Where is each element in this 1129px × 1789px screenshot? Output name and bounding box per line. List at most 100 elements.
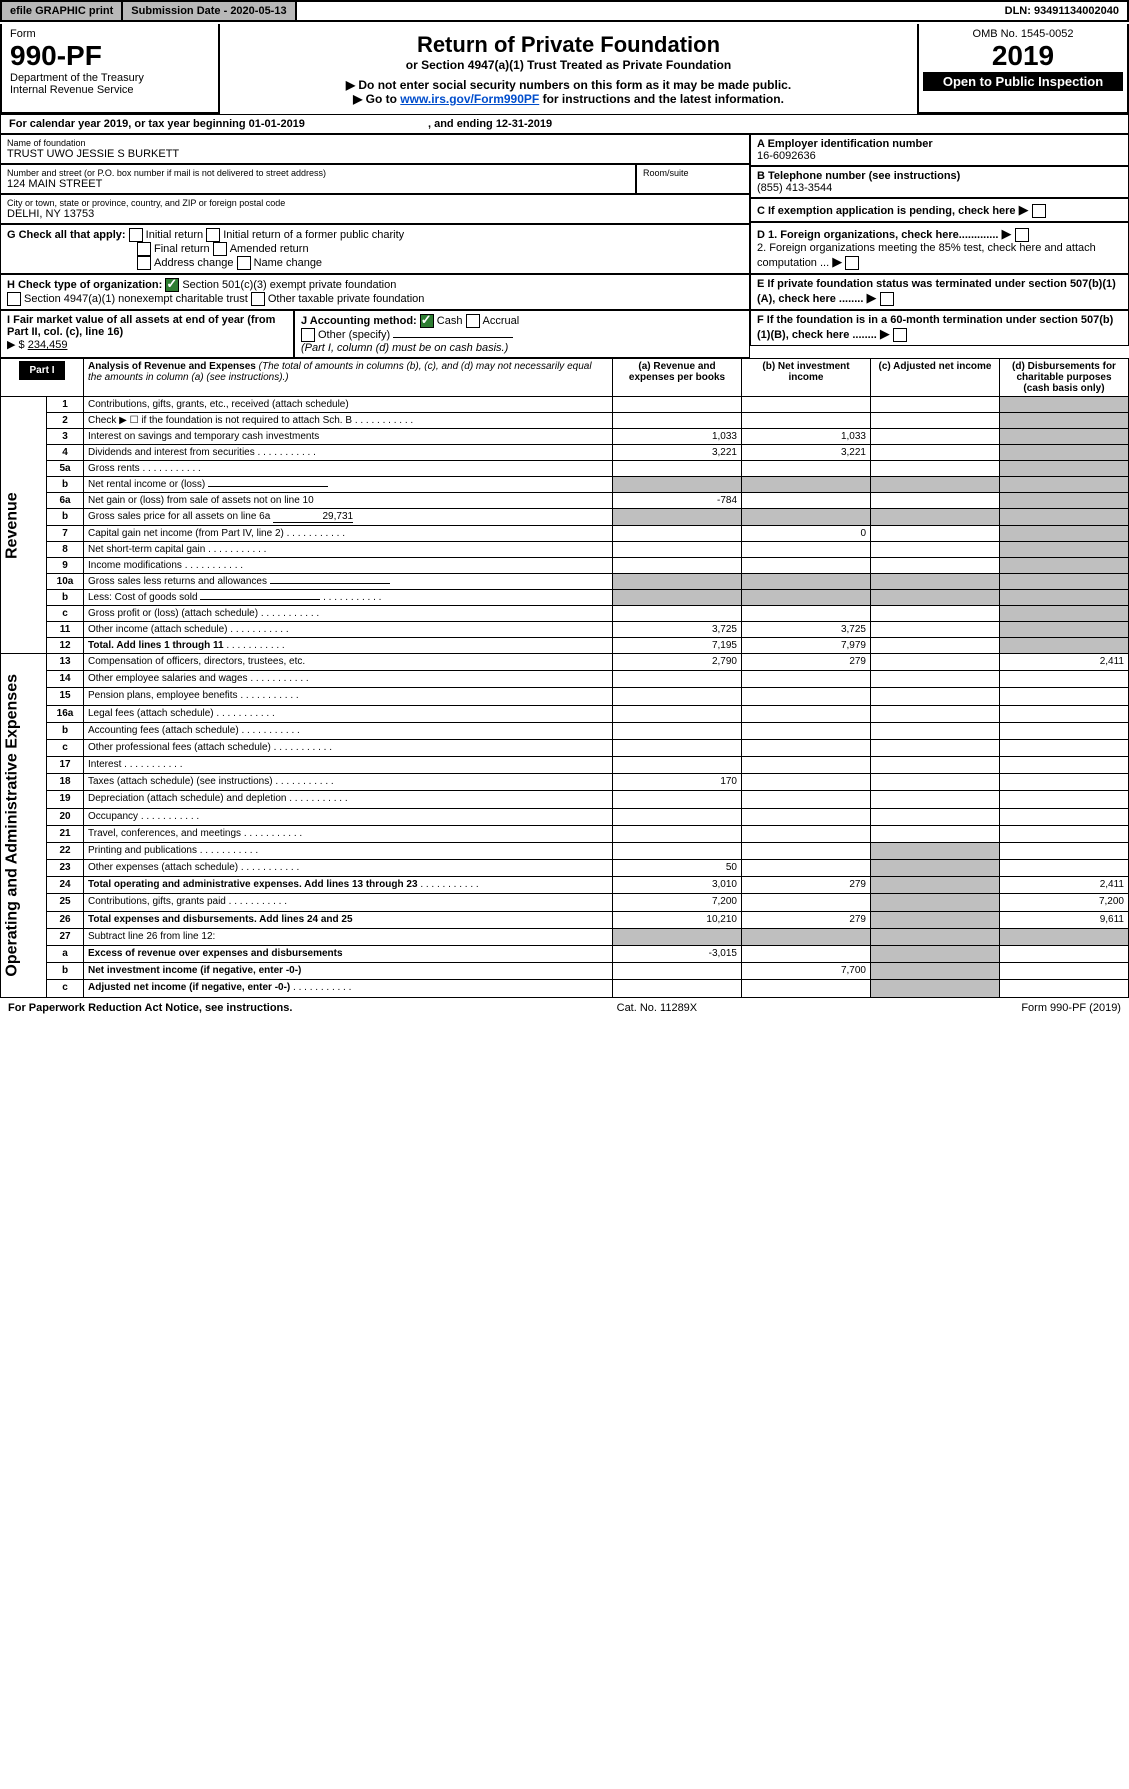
table-row: 19Depreciation (attach schedule) and dep… [1, 791, 1129, 808]
cell-b [742, 808, 871, 825]
part1-title: Analysis of Revenue and Expenses [88, 361, 256, 372]
table-row: 16aLegal fees (attach schedule) [1, 705, 1129, 722]
expenses-section-label: Operating and Administrative Expenses [1, 654, 47, 998]
cell-a [613, 791, 742, 808]
chk-other-taxable[interactable] [251, 292, 265, 306]
line-number: 11 [47, 622, 84, 638]
cell-a [613, 397, 742, 413]
cell-d [1000, 757, 1129, 774]
cell-c [871, 963, 1000, 980]
c-label: C If exemption application is pending, c… [757, 205, 1016, 217]
cell-d [1000, 526, 1129, 542]
table-row: Revenue1Contributions, gifts, grants, et… [1, 397, 1129, 413]
cell-d [1000, 705, 1129, 722]
line-desc: Depreciation (attach schedule) and deple… [84, 791, 613, 808]
cell-b [742, 980, 871, 997]
line-desc: Net rental income or (loss) [84, 477, 613, 493]
cell-c [871, 671, 1000, 688]
cell-b: 3,725 [742, 622, 871, 638]
h-501c3: Section 501(c)(3) exempt private foundat… [182, 279, 396, 291]
part1-badge: Part I [19, 361, 64, 380]
line-desc: Contributions, gifts, grants paid [84, 894, 613, 911]
chk-final[interactable] [137, 242, 151, 256]
chk-other-method[interactable] [301, 328, 315, 342]
cell-c [871, 606, 1000, 622]
cell-d [1000, 590, 1129, 606]
chk-4947[interactable] [7, 292, 21, 306]
cell-c [871, 894, 1000, 911]
g-name: Name change [254, 257, 323, 269]
line-desc: Other expenses (attach schedule) [84, 860, 613, 877]
cell-b [742, 461, 871, 477]
cell-d [1000, 542, 1129, 558]
line-number: a [47, 945, 84, 962]
i-label: I Fair market value of all assets at end… [7, 314, 275, 338]
cell-c [871, 477, 1000, 493]
cell-c [871, 688, 1000, 705]
j-cash: Cash [437, 315, 463, 327]
cell-d [1000, 808, 1129, 825]
line-desc: Capital gain net income (from Part IV, l… [84, 526, 613, 542]
line-number: c [47, 606, 84, 622]
chk-accrual[interactable] [466, 314, 480, 328]
line-desc: Gross sales less returns and allowances [84, 574, 613, 590]
cell-c [871, 413, 1000, 429]
table-row: 25Contributions, gifts, grants paid 7,20… [1, 894, 1129, 911]
line-desc: Net investment income (if negative, ente… [84, 963, 613, 980]
j-accrual: Accrual [483, 315, 520, 327]
line-number: b [47, 722, 84, 739]
chk-name-change[interactable] [237, 256, 251, 270]
line-desc: Gross rents [84, 461, 613, 477]
chk-initial-public[interactable] [206, 228, 220, 242]
irs-link[interactable]: www.irs.gov/Form990PF [400, 92, 539, 106]
top-bar: efile GRAPHIC print Submission Date - 20… [0, 0, 1129, 22]
chk-initial[interactable] [129, 228, 143, 242]
chk-501c3[interactable] [165, 278, 179, 292]
cell-d: 7,200 [1000, 894, 1129, 911]
cell-d [1000, 825, 1129, 842]
cell-c [871, 654, 1000, 671]
line-desc: Travel, conferences, and meetings [84, 825, 613, 842]
cell-c [871, 590, 1000, 606]
table-row: aExcess of revenue over expenses and dis… [1, 945, 1129, 962]
g-label: G Check all that apply: [7, 229, 126, 241]
col-c: (c) Adjusted net income [871, 359, 1000, 397]
chk-e[interactable] [880, 292, 894, 306]
table-row: 24Total operating and administrative exp… [1, 877, 1129, 894]
dept: Department of the Treasury [10, 72, 210, 84]
table-row: 27Subtract line 26 from line 12: [1, 928, 1129, 945]
chk-d1[interactable] [1015, 228, 1029, 242]
table-row: cOther professional fees (attach schedul… [1, 739, 1129, 756]
chk-amended[interactable] [213, 242, 227, 256]
chk-cash[interactable] [420, 314, 434, 328]
cell-a: 50 [613, 860, 742, 877]
table-row: 10aGross sales less returns and allowanc… [1, 574, 1129, 590]
line-number: b [47, 477, 84, 493]
cell-b [742, 574, 871, 590]
table-row: 8Net short-term capital gain [1, 542, 1129, 558]
chk-addr-change[interactable] [137, 256, 151, 270]
table-row: 23Other expenses (attach schedule) 50 [1, 860, 1129, 877]
col-a: (a) Revenue and expenses per books [613, 359, 742, 397]
submission-date: Submission Date - 2020-05-13 [123, 2, 296, 20]
chk-c[interactable] [1032, 204, 1046, 218]
cell-d [1000, 413, 1129, 429]
cell-b [742, 894, 871, 911]
line-number: 12 [47, 638, 84, 654]
table-row: bAccounting fees (attach schedule) [1, 722, 1129, 739]
chk-d2[interactable] [845, 256, 859, 270]
cell-b [742, 397, 871, 413]
cell-a: 3,010 [613, 877, 742, 894]
cell-b [742, 671, 871, 688]
line-desc: Dividends and interest from securities [84, 445, 613, 461]
table-row: bLess: Cost of goods sold [1, 590, 1129, 606]
city: DELHI, NY 13753 [7, 208, 743, 220]
efile-print-btn[interactable]: efile GRAPHIC print [2, 2, 123, 20]
cell-a: -784 [613, 493, 742, 509]
chk-f[interactable] [893, 328, 907, 342]
cell-d [1000, 688, 1129, 705]
line-desc: Total. Add lines 1 through 11 [84, 638, 613, 654]
line-desc: Gross sales price for all assets on line… [84, 509, 613, 526]
cell-d: 9,611 [1000, 911, 1129, 928]
i-block: I Fair market value of all assets at end… [0, 310, 294, 358]
